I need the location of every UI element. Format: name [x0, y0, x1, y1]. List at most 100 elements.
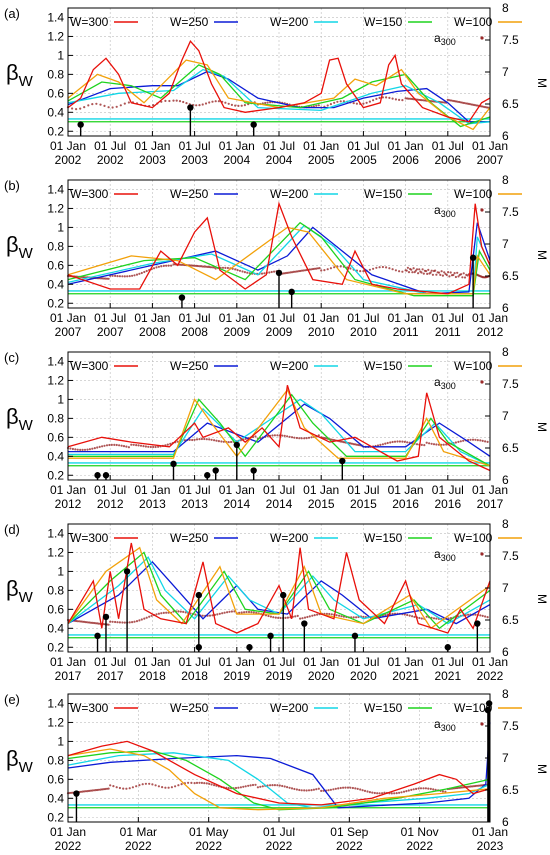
a300-point	[245, 610, 248, 614]
a300-point	[290, 436, 294, 439]
y-tick-label: 0.2	[47, 810, 64, 824]
a300-point	[440, 270, 443, 273]
x-tick-label: 2017	[55, 669, 82, 683]
a300-point	[177, 784, 180, 787]
a300-point	[276, 434, 279, 437]
a300-point	[342, 100, 345, 103]
a300-point	[233, 610, 236, 613]
a300-point	[359, 788, 362, 791]
a300-point	[428, 442, 431, 445]
a300-point	[178, 263, 182, 266]
a300-point	[424, 787, 427, 790]
a300-point	[269, 615, 272, 618]
x-tick-label: 01 May	[189, 825, 228, 839]
a300-point	[474, 784, 477, 788]
x-tick-label: 01 Jul	[263, 825, 295, 839]
a300-point	[422, 99, 425, 102]
a300-point	[411, 271, 414, 274]
a300-point	[394, 269, 397, 272]
a300-point	[68, 791, 71, 795]
a300-point	[344, 786, 347, 789]
y-tick-label: 0.2	[47, 640, 64, 654]
x-tick-label: 01 Jan	[50, 139, 86, 153]
a300-point	[400, 791, 403, 794]
y2-tick-label: 7.5	[502, 549, 519, 563]
a300-point	[444, 790, 447, 793]
a300-point	[98, 445, 101, 448]
a300-point	[190, 264, 193, 267]
a300-point	[298, 437, 301, 440]
a300-point	[286, 271, 289, 274]
a300-point	[126, 275, 129, 278]
series-line-w200	[67, 68, 491, 125]
a300-point	[234, 104, 237, 107]
a300-point	[193, 438, 196, 441]
a300-point	[363, 789, 367, 793]
y-tick-label: 1.4	[47, 526, 64, 540]
a300-point	[157, 785, 160, 788]
a300-point	[221, 612, 224, 615]
x-tick-label: 2003	[181, 153, 208, 167]
x-tick-label: 01 Jul	[347, 311, 379, 325]
a300-point	[372, 99, 375, 102]
a300-point	[191, 264, 195, 267]
a300-point	[217, 440, 220, 443]
a300-point	[454, 441, 457, 444]
x-tick-label: 2002	[55, 153, 82, 167]
a300-point	[135, 273, 139, 276]
event-marker	[170, 460, 177, 468]
a300-point	[441, 101, 444, 104]
a300-point	[230, 103, 233, 106]
x-tick-label: 2018	[139, 669, 166, 683]
a300-point	[111, 106, 114, 109]
x-tick-label: 01 Jul	[432, 655, 464, 669]
a300-point	[398, 440, 401, 443]
a300-point	[206, 265, 209, 268]
a300-point	[432, 100, 435, 103]
a300-point	[281, 434, 284, 437]
a300-point	[81, 620, 84, 623]
y-tick-label: 0.2	[47, 124, 64, 138]
x-tick-label: 2012	[97, 497, 124, 511]
a300-point	[242, 785, 245, 788]
a300-point	[271, 434, 274, 437]
a300-point	[434, 269, 437, 272]
a300-point	[452, 273, 455, 277]
event-marker	[123, 568, 131, 575]
x-tick-label: 01 Jul	[347, 483, 379, 497]
y2-tick-label: 7	[502, 581, 509, 595]
a300-point	[238, 611, 241, 614]
a300-point	[365, 101, 368, 104]
a300-point	[93, 447, 96, 450]
y2-tick-label: 6	[502, 129, 509, 143]
a300-point	[86, 448, 89, 451]
legend-label: W=300	[70, 531, 109, 545]
a300-point	[298, 788, 301, 792]
a300-point	[107, 106, 110, 109]
a300-point	[227, 102, 230, 105]
x-tick-label: 2006	[434, 153, 461, 167]
a300-point	[167, 786, 170, 789]
event-marker	[73, 790, 80, 797]
a300-point	[228, 610, 231, 613]
a300-point	[484, 106, 487, 109]
a300-point	[481, 614, 484, 618]
a300-point	[88, 621, 91, 624]
a300-point	[221, 266, 225, 269]
a300-point	[359, 270, 362, 273]
a300-point	[81, 790, 84, 793]
a300-point	[194, 613, 197, 616]
y2-axis-label: M	[535, 78, 549, 88]
a300-point	[266, 435, 269, 438]
a300-point	[205, 782, 208, 785]
y-axis-label: βW	[6, 60, 34, 90]
a300-point	[75, 619, 78, 623]
a300-point	[101, 445, 104, 448]
a300-point	[339, 265, 342, 268]
a300-point	[150, 614, 153, 617]
a300-point	[469, 785, 472, 788]
a300-point	[425, 615, 428, 618]
event-marker	[246, 644, 253, 651]
